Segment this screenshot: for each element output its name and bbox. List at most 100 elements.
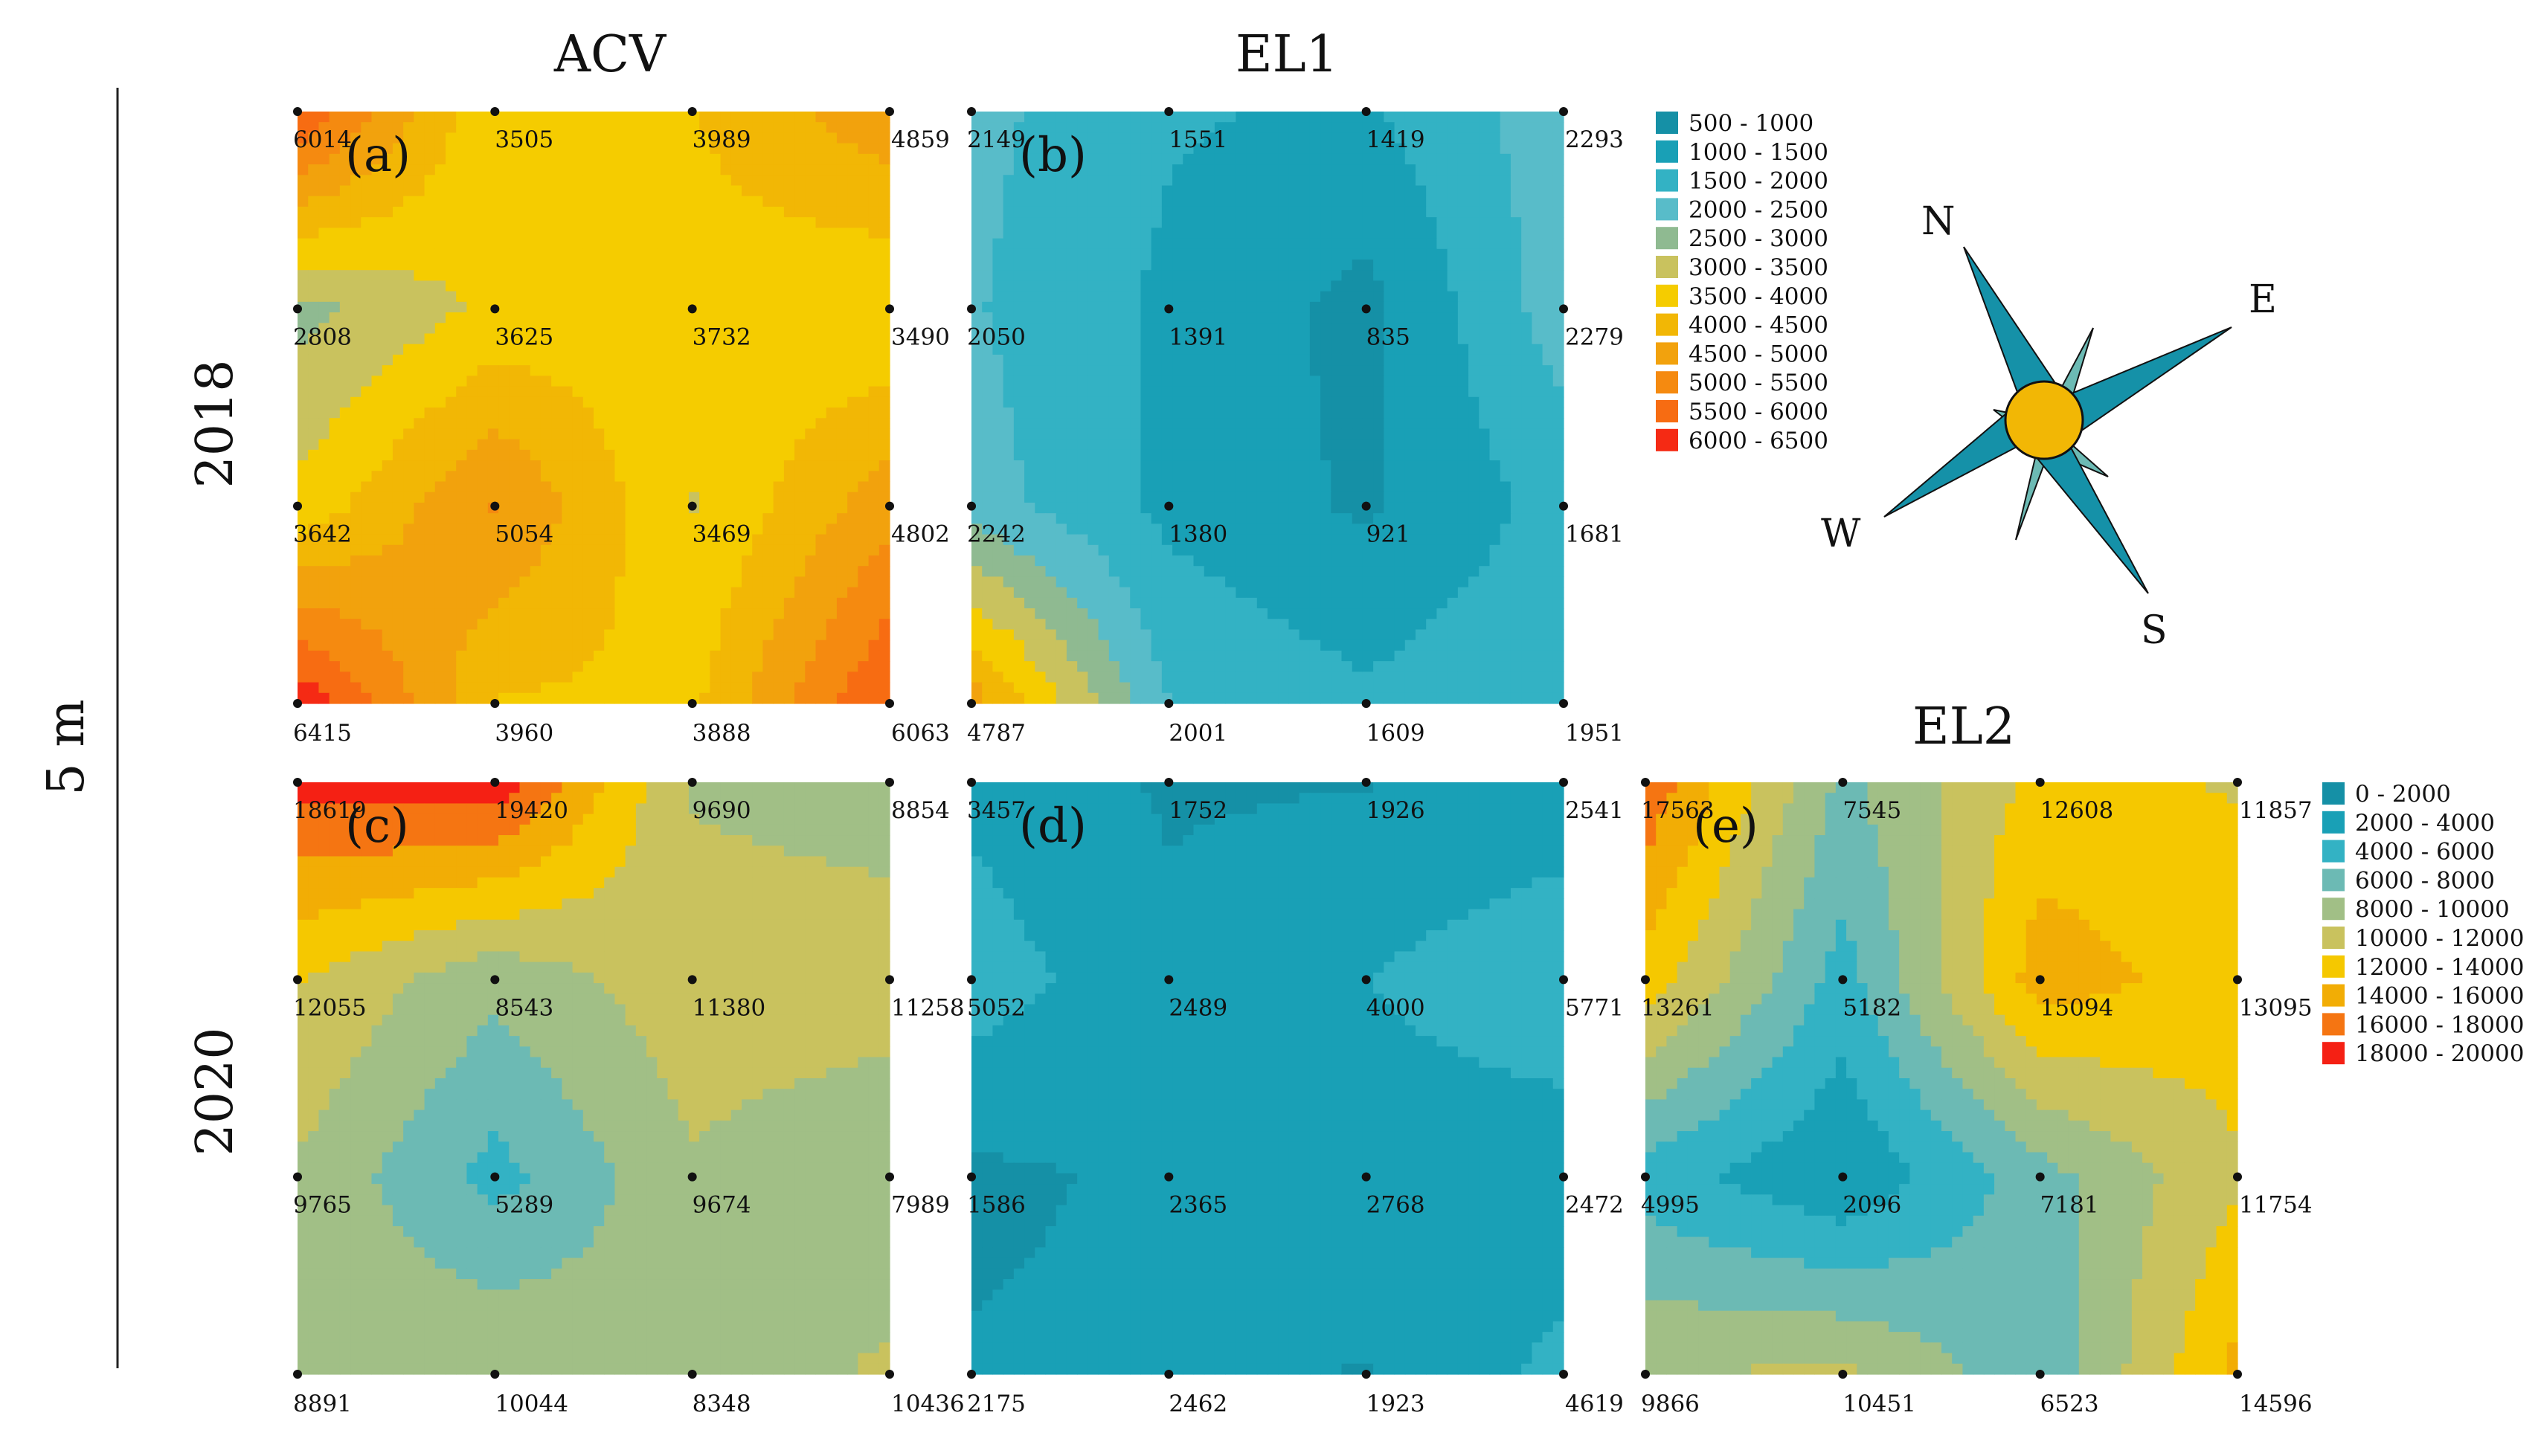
contour-cell — [836, 682, 848, 694]
contour-cell — [582, 661, 594, 672]
contour-cell — [487, 196, 499, 207]
contour-cell — [477, 185, 489, 197]
contour-cell — [392, 153, 404, 165]
contour-cell — [1457, 153, 1469, 165]
contour-cell — [1268, 196, 1279, 207]
contour-cell — [1500, 112, 1511, 123]
contour-cell — [805, 492, 817, 503]
contour-cell — [1256, 153, 1268, 165]
contour-cell — [730, 408, 742, 419]
contour-cell — [815, 481, 827, 493]
contour-cell — [1088, 153, 1099, 165]
contour-cell — [466, 460, 478, 471]
contour-cell — [466, 386, 478, 398]
contour-cell — [1140, 301, 1152, 313]
contour-cell — [1416, 386, 1427, 398]
contour-cell — [710, 376, 722, 387]
contour-cell — [614, 608, 626, 619]
contour-cell — [434, 354, 446, 366]
contour-cell — [1236, 112, 1247, 123]
contour-cell — [858, 301, 870, 313]
contour-cell — [530, 449, 542, 461]
contour-cell — [720, 143, 732, 155]
contour-cell — [1416, 365, 1427, 376]
contour-cell — [424, 650, 436, 662]
contour-cell — [836, 576, 848, 588]
contour-cell — [1299, 439, 1311, 451]
contour-cell — [1035, 270, 1047, 282]
contour-cell — [562, 122, 574, 134]
contour-cell — [361, 396, 373, 408]
contour-cell — [1500, 333, 1511, 345]
contour-cell — [1161, 354, 1173, 366]
contour-cell — [582, 418, 594, 430]
contour-cell — [1288, 333, 1300, 345]
contour-cell — [1299, 291, 1311, 303]
contour-cell — [446, 534, 457, 546]
contour-cell — [1088, 164, 1099, 175]
contour-cell — [783, 206, 795, 218]
contour-cell — [382, 260, 393, 271]
contour-cell — [466, 260, 478, 271]
contour-cell — [657, 143, 669, 155]
contour-cell — [1214, 112, 1226, 123]
contour-cell — [392, 418, 404, 430]
contour-cell — [339, 661, 351, 672]
contour-cell — [298, 597, 309, 609]
contour-cell — [699, 661, 710, 672]
contour-cell — [1394, 196, 1406, 207]
contour-cell — [699, 248, 710, 260]
contour-cell — [1457, 260, 1469, 271]
contour-cell — [487, 566, 499, 578]
contour-cell — [1489, 260, 1501, 271]
contour-cell — [1510, 228, 1522, 239]
contour-cell — [992, 112, 1004, 123]
contour-cell — [382, 143, 393, 155]
contour-cell — [826, 682, 838, 694]
contour-cell — [646, 122, 658, 134]
contour-cell — [1542, 206, 1554, 218]
contour-cell — [1140, 164, 1152, 175]
contour-cell — [424, 376, 436, 387]
contour-cell — [1309, 323, 1321, 335]
contour-cell — [762, 544, 774, 556]
contour-cell — [720, 492, 732, 503]
contour-cell — [720, 164, 732, 175]
contour-cell — [339, 132, 351, 144]
contour-cell — [339, 112, 351, 123]
contour-cell — [434, 376, 446, 387]
contour-cell — [1457, 185, 1469, 197]
contour-cell — [1352, 312, 1363, 323]
contour-cell — [446, 238, 457, 250]
contour-cell — [730, 682, 742, 694]
contour-cell — [329, 323, 341, 335]
contour-cell — [1119, 291, 1131, 303]
contour-cell — [1119, 386, 1131, 398]
contour-cell — [1299, 122, 1311, 134]
contour-cell — [688, 640, 700, 651]
contour-cell — [1003, 206, 1015, 218]
contour-cell — [699, 597, 710, 609]
contour-cell — [1108, 354, 1120, 366]
contour-cell — [773, 471, 785, 483]
contour-cell — [625, 122, 637, 134]
contour-cell — [1320, 428, 1331, 440]
contour-cell — [403, 576, 414, 588]
contour-cell — [582, 555, 594, 567]
contour-cell — [1077, 228, 1088, 239]
contour-cell — [1542, 228, 1554, 239]
contour-cell — [1489, 291, 1501, 303]
contour-cell — [1204, 280, 1215, 292]
contour-cell — [466, 344, 478, 355]
contour-cell — [1088, 185, 1099, 197]
contour-cell — [1309, 418, 1321, 430]
contour-cell — [794, 354, 806, 366]
contour-cell — [868, 408, 880, 419]
contour-cell — [752, 312, 764, 323]
contour-cell — [403, 153, 414, 165]
contour-cell — [1320, 376, 1331, 387]
contour-cell — [361, 692, 373, 704]
contour-cell — [1045, 291, 1057, 303]
contour-cell — [339, 566, 351, 578]
contour-cell — [1341, 143, 1353, 155]
